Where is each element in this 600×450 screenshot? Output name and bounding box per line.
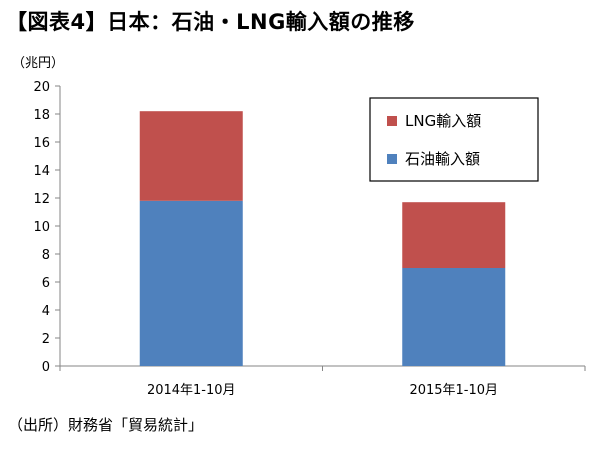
legend-label: LNG輸入額 <box>405 112 481 130</box>
y-tick-label: 14 <box>33 164 50 179</box>
x-category-labels: 2014年1-10月 2015年1-10月 <box>147 383 498 398</box>
chart-title: 【図表4】日本：石油・LNG輸入額の推移 <box>6 10 415 34</box>
y-tick-labels: 0 2 4 6 8 10 12 14 16 18 20 <box>33 80 50 375</box>
y-tick-label: 6 <box>42 276 50 291</box>
bar-segment <box>139 111 243 201</box>
y-tick-label: 0 <box>42 360 50 375</box>
y-tick-label: 2 <box>42 332 50 347</box>
source-note: （出所）財務省「貿易統計」 <box>8 416 204 434</box>
y-tick-label: 12 <box>33 192 50 207</box>
y-tick-label: 16 <box>33 136 50 151</box>
y-tick-label: 20 <box>33 80 50 95</box>
x-category-label: 2015年1-10月 <box>409 383 498 398</box>
bars <box>139 111 506 366</box>
y-axis-unit-label: （兆円） <box>12 56 65 71</box>
legend-swatch <box>387 116 397 126</box>
y-tick-label: 4 <box>42 304 50 319</box>
legend-label: 石油輸入額 <box>405 150 480 168</box>
legend-swatch <box>387 154 397 164</box>
bar-segment <box>139 200 243 366</box>
legend-box <box>369 97 539 182</box>
bar-segment <box>402 268 506 366</box>
y-tick-label: 10 <box>33 220 50 235</box>
y-tick-label: 8 <box>42 248 50 263</box>
x-category-label: 2014年1-10月 <box>147 383 236 398</box>
y-tick-label: 18 <box>33 108 50 123</box>
bar-segment <box>402 202 506 268</box>
